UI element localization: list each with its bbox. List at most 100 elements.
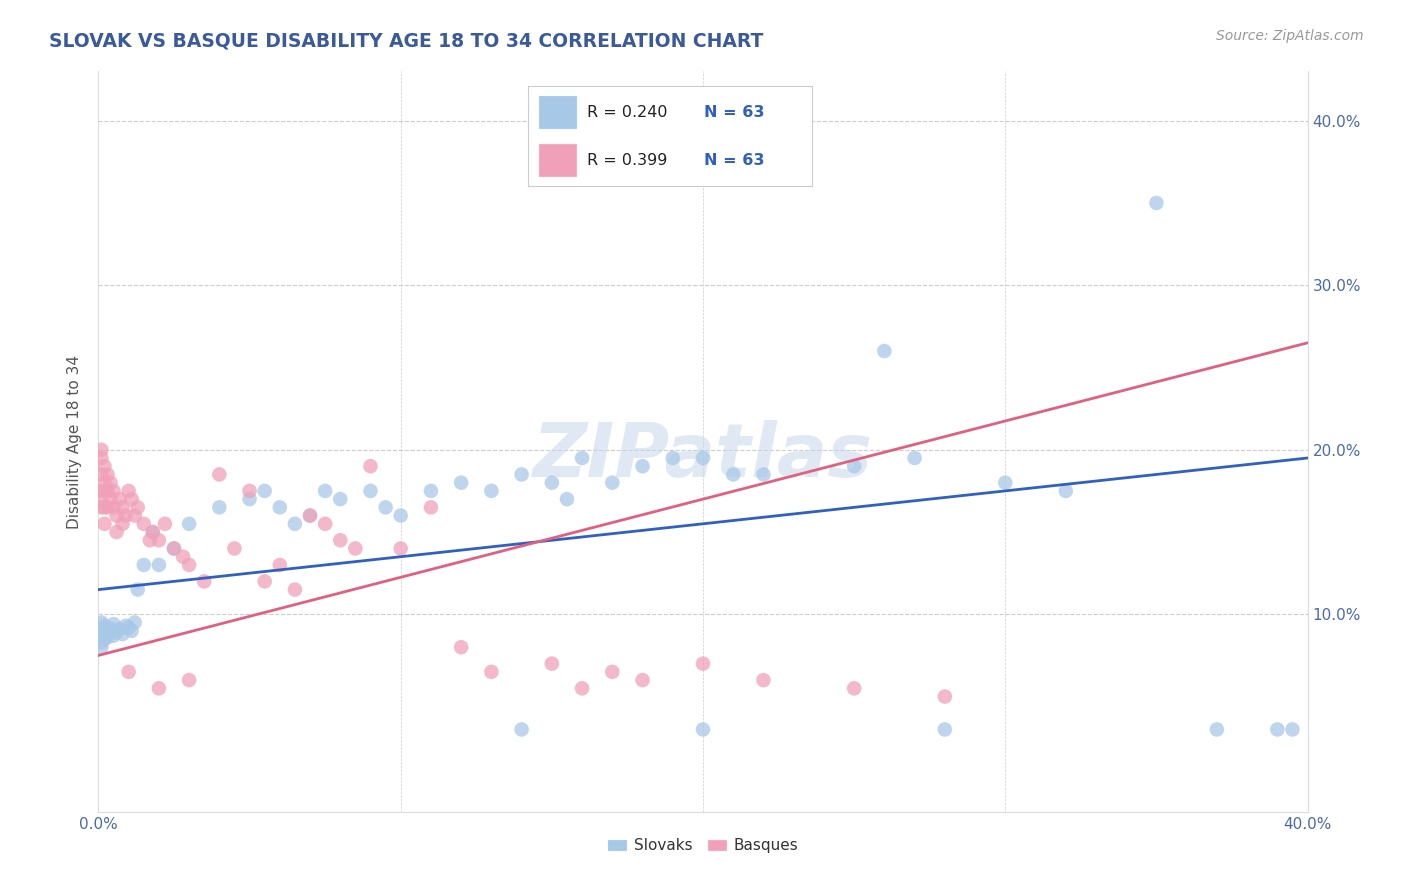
Point [124, 508, 146, 523]
Point [1206, 723, 1229, 737]
Point [661, 450, 683, 465]
Point [723, 467, 745, 482]
Point [103, 500, 125, 515]
Point [90, 635, 112, 649]
Point [148, 558, 170, 572]
Point [692, 657, 714, 671]
Point [163, 541, 186, 556]
Point [314, 516, 336, 531]
Point [108, 492, 131, 507]
Point [103, 617, 125, 632]
Point [90, 500, 112, 515]
Point [93, 516, 115, 531]
Point [208, 467, 231, 482]
Point [602, 665, 624, 679]
Point [299, 508, 322, 523]
Point [602, 475, 624, 490]
Point [90, 442, 112, 457]
Point [96, 483, 118, 498]
Point [118, 620, 141, 634]
Point [269, 558, 291, 572]
Point [1054, 483, 1077, 498]
Point [934, 723, 956, 737]
Point [450, 640, 472, 655]
Point [111, 516, 134, 531]
Point [139, 533, 162, 548]
Point [1267, 723, 1289, 737]
Point [752, 467, 775, 482]
Point [90, 629, 112, 643]
Point [420, 500, 443, 515]
Point [90, 467, 112, 482]
Point [844, 681, 866, 696]
Point [93, 632, 115, 646]
Point [103, 483, 125, 498]
Point [1281, 723, 1303, 737]
Point [571, 450, 593, 465]
Point [127, 582, 149, 597]
Point [100, 622, 122, 636]
Point [389, 508, 412, 523]
Point [844, 459, 866, 474]
Text: SLOVAK VS BASQUE DISABILITY AGE 18 TO 34 CORRELATION CHART: SLOVAK VS BASQUE DISABILITY AGE 18 TO 34… [49, 31, 763, 50]
Point [239, 492, 262, 507]
Point [142, 524, 165, 539]
Point [208, 500, 231, 515]
Point [994, 475, 1017, 490]
Point [555, 492, 578, 507]
Point [90, 483, 112, 498]
Point [571, 681, 593, 696]
Point [314, 483, 336, 498]
Point [108, 622, 131, 636]
Point [360, 483, 382, 498]
Point [344, 541, 367, 556]
Point [631, 673, 654, 687]
Point [269, 500, 291, 515]
Point [389, 541, 412, 556]
Point [224, 541, 246, 556]
Point [111, 627, 134, 641]
Point [179, 673, 201, 687]
Point [153, 516, 176, 531]
Point [510, 723, 533, 737]
Point [103, 629, 125, 643]
Point [124, 615, 146, 630]
Point [100, 475, 122, 490]
Point [329, 533, 352, 548]
Point [118, 665, 141, 679]
Point [90, 492, 112, 507]
Point [105, 508, 128, 523]
Point [111, 500, 134, 515]
Point [692, 450, 714, 465]
Point [284, 516, 307, 531]
Point [132, 516, 155, 531]
Point [540, 475, 562, 490]
Point [420, 483, 443, 498]
Point [121, 624, 143, 638]
Point [450, 475, 472, 490]
Point [481, 665, 503, 679]
Point [239, 483, 262, 498]
Point [692, 723, 714, 737]
Point [510, 467, 533, 482]
Point [127, 500, 149, 515]
Point [93, 483, 115, 498]
Point [90, 624, 112, 638]
Point [179, 558, 201, 572]
Point [114, 619, 136, 633]
Point [374, 500, 396, 515]
Point [121, 492, 143, 507]
Point [148, 533, 170, 548]
Point [873, 344, 896, 359]
Point [253, 483, 276, 498]
Text: ZIPatlas: ZIPatlas [533, 420, 873, 493]
Point [105, 524, 128, 539]
Point [90, 640, 112, 655]
Y-axis label: Disability Age 18 to 34: Disability Age 18 to 34 [67, 354, 83, 529]
Point [90, 615, 112, 630]
Point [93, 475, 115, 490]
Point [179, 516, 201, 531]
Point [96, 500, 118, 515]
Point [1144, 196, 1167, 211]
Legend: Slovaks, Basques: Slovaks, Basques [602, 832, 804, 860]
